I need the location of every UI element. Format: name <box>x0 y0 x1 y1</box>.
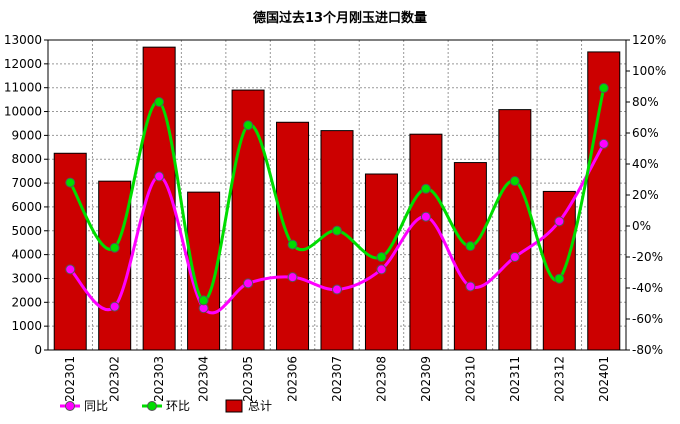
right-tick-label: 80% <box>632 95 659 109</box>
right-tick-label: -60% <box>632 312 663 326</box>
left-tick-label: 1000 <box>11 319 42 333</box>
bar <box>453 162 487 351</box>
data-point <box>243 278 254 289</box>
x-tick-label: 202308 <box>374 356 388 402</box>
data-point <box>554 273 565 284</box>
x-tick-label: 202307 <box>330 356 344 402</box>
data-point <box>332 225 342 236</box>
x-tick-label: 202312 <box>552 356 566 402</box>
bar <box>498 109 532 351</box>
left-tick-label: 6000 <box>11 200 42 214</box>
legend-label: 总计 <box>248 399 272 413</box>
legend-label: 环比 <box>166 399 190 413</box>
data-point <box>420 183 431 194</box>
right-tick-label: 0% <box>632 219 651 233</box>
data-point <box>598 83 609 94</box>
left-tick-label: 2000 <box>11 295 42 309</box>
x-tick-label: 202305 <box>241 356 255 402</box>
bar <box>320 130 354 351</box>
data-point <box>109 242 120 253</box>
data-point <box>198 295 209 306</box>
left-tick-label: 9000 <box>11 128 42 142</box>
x-tick-label: 202301 <box>63 356 77 402</box>
x-tick-label: 202311 <box>508 356 522 402</box>
data-point <box>65 264 76 275</box>
data-point <box>420 211 431 222</box>
bar <box>409 133 443 351</box>
x-tick-label: 202401 <box>597 356 611 402</box>
left-tick-label: 3000 <box>11 271 42 285</box>
series-lines <box>65 83 609 315</box>
data-point <box>287 239 298 250</box>
chart-title: 德国过去13个月刚玉进口数量 <box>253 10 427 26</box>
legend-marker <box>147 401 157 411</box>
data-point <box>109 301 120 312</box>
data-point <box>465 281 476 292</box>
left-tick-label: 10000 <box>4 105 42 119</box>
x-tick-label: 202306 <box>286 356 300 402</box>
data-point <box>376 264 387 275</box>
data-point <box>509 176 520 187</box>
right-tick-label: 120% <box>632 33 666 47</box>
x-tick-label: 202310 <box>463 356 477 402</box>
right-tick-label: 40% <box>632 157 659 171</box>
x-tick-label: 202309 <box>419 356 433 402</box>
bar <box>276 121 310 351</box>
data-point <box>332 284 342 295</box>
legend: 同比 环比 总计 <box>60 399 272 413</box>
x-tick-label: 202302 <box>108 356 122 402</box>
left-tick-label: 11000 <box>4 81 42 95</box>
right-tick-label: -40% <box>632 281 663 295</box>
bar <box>587 51 621 351</box>
left-tick-label: 13000 <box>4 33 42 47</box>
data-point <box>465 241 476 252</box>
legend-marker <box>65 401 75 411</box>
right-tick-label: -20% <box>632 250 663 264</box>
data-point <box>154 97 165 107</box>
data-point <box>554 216 565 227</box>
left-tick-label: 0 <box>34 343 42 357</box>
left-tick-label: 5000 <box>11 224 42 238</box>
data-point <box>509 252 520 262</box>
right-tick-label: 20% <box>632 188 659 202</box>
data-point <box>65 177 76 188</box>
data-point <box>243 120 254 131</box>
right-tick-label: -80% <box>632 343 663 357</box>
data-point <box>598 138 609 149</box>
left-tick-label: 7000 <box>11 176 42 190</box>
x-tick-label: 202304 <box>197 356 211 402</box>
bar <box>364 173 398 351</box>
data-point <box>376 252 387 262</box>
data-point <box>154 171 165 182</box>
legend-bar-swatch <box>225 399 243 413</box>
x-tick-label: 202303 <box>152 356 166 402</box>
axes: 0 1000 2000 3000 4000 5000 6000 7000 8000 9000 100… <box>4 33 667 402</box>
legend-label: 同比 <box>84 399 108 413</box>
data-point <box>287 272 298 283</box>
right-tick-label: 60% <box>632 126 659 140</box>
left-tick-label: 12000 <box>4 57 42 71</box>
bar <box>98 180 132 351</box>
right-tick-label: 100% <box>632 64 666 78</box>
left-tick-label: 8000 <box>11 152 42 166</box>
left-tick-label: 4000 <box>11 248 42 262</box>
